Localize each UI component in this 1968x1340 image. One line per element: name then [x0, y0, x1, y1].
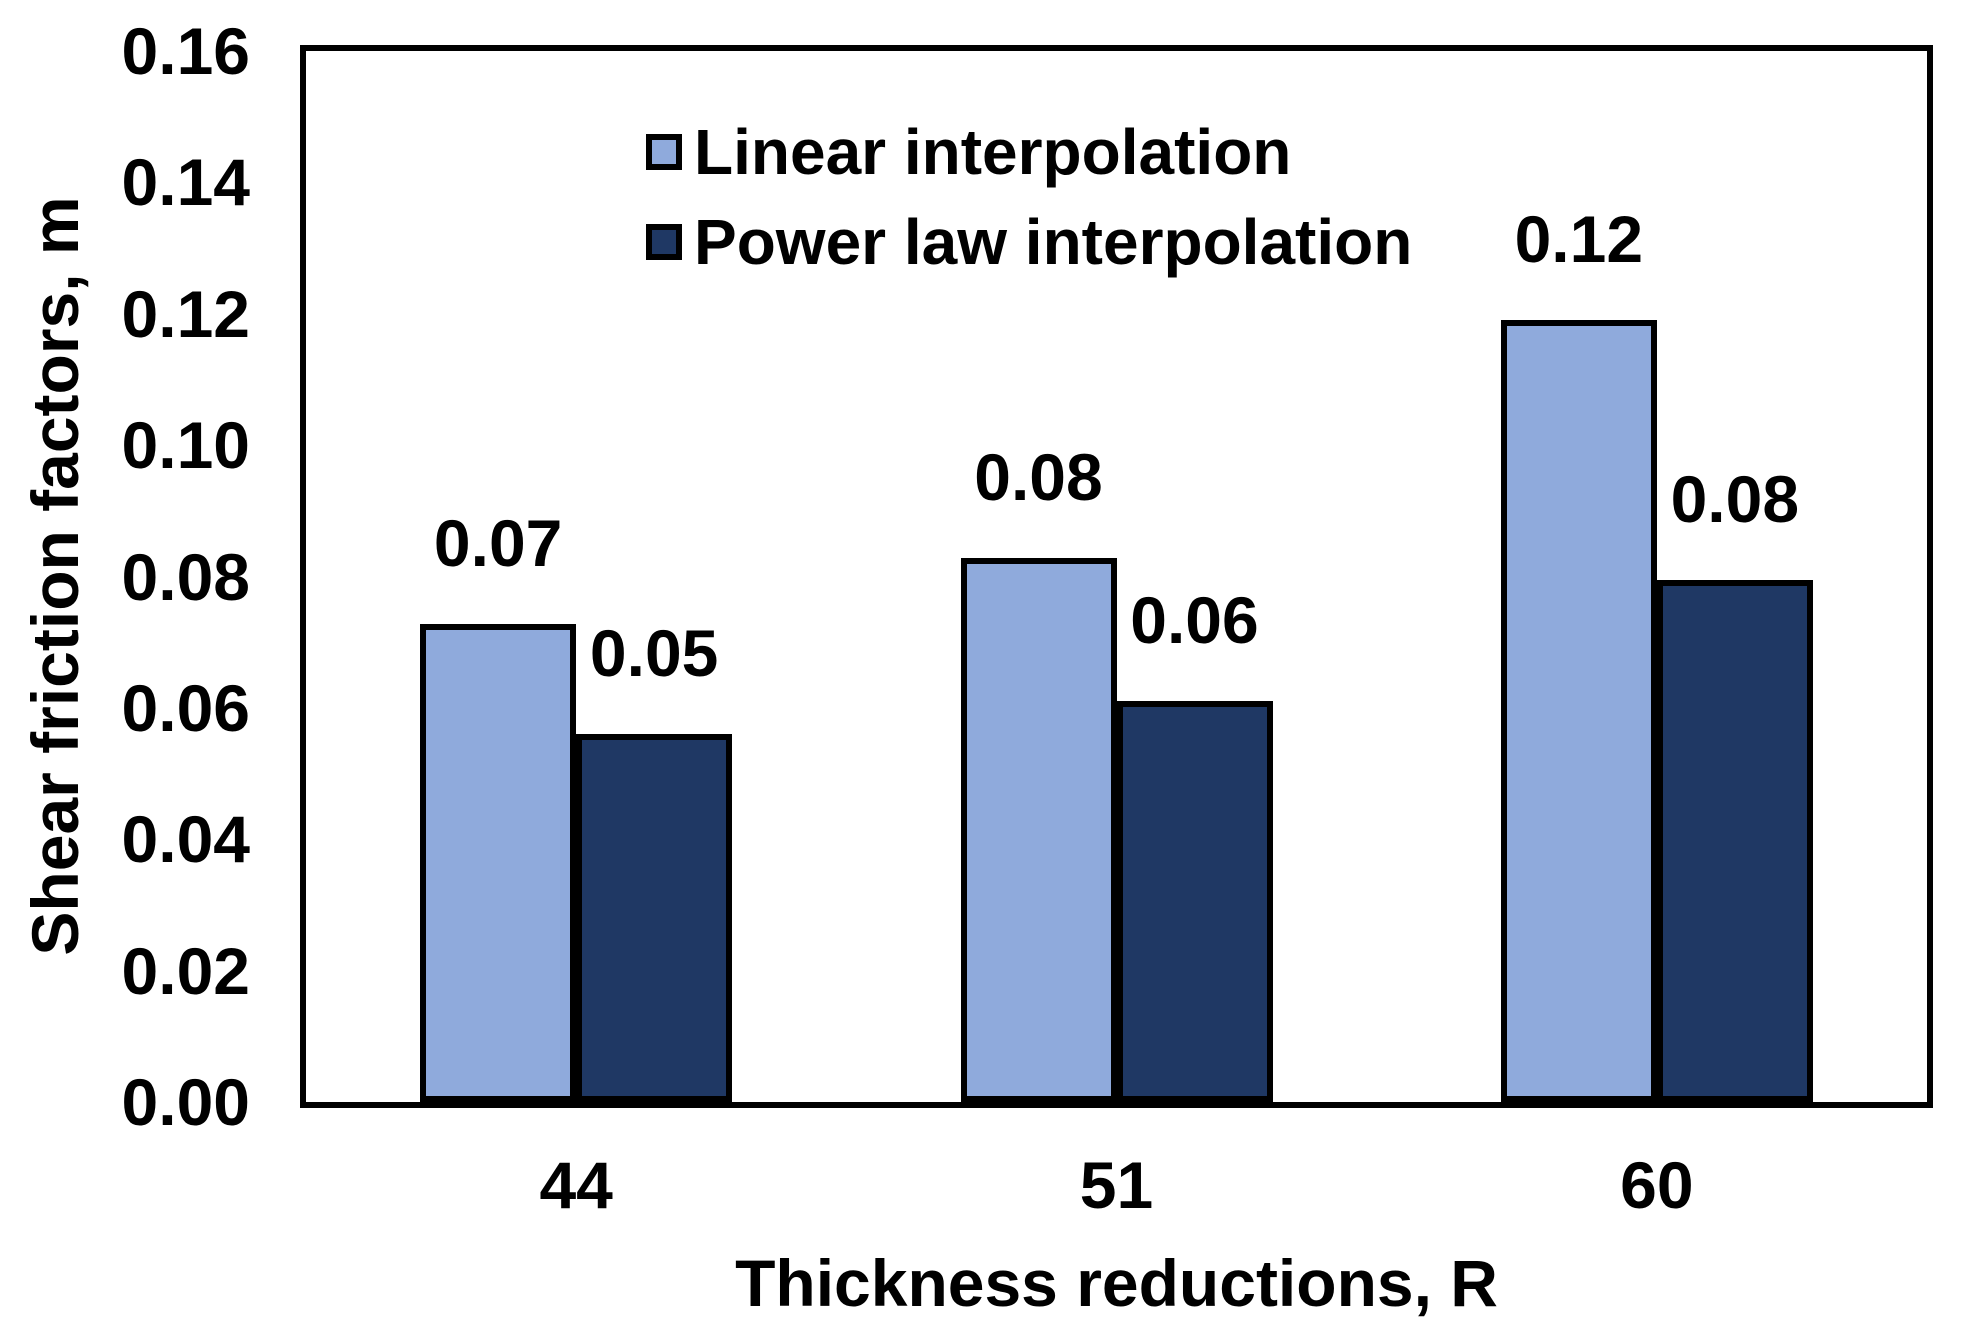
x-tick-label: 44 — [539, 1148, 613, 1222]
bar-power-51 — [1116, 701, 1273, 1102]
bar-linear-51 — [960, 558, 1117, 1102]
legend-swatch-icon — [646, 224, 682, 260]
data-label: 0.05 — [589, 616, 719, 690]
legend-label: Linear interpolation — [694, 116, 1292, 188]
data-label: 0.06 — [1130, 583, 1259, 657]
plot-area: 0.07 0.05 0.08 0.06 0.12 0.08 Linear interpol… — [300, 45, 1933, 1108]
legend-swatch-icon — [646, 134, 682, 170]
y-tick-label: 0.12 — [121, 276, 250, 351]
bar-power-44 — [576, 734, 733, 1102]
data-label: 0.07 — [433, 506, 563, 580]
x-axis-title: Thickness reductions, R — [735, 1246, 1498, 1320]
data-label: 0.08 — [1670, 462, 1800, 536]
legend-item: Power law interpolation — [646, 197, 1412, 287]
bar-power-60 — [1656, 580, 1813, 1102]
y-tick-label: 0.10 — [121, 408, 250, 483]
x-tick-label: 60 — [1620, 1148, 1694, 1222]
x-tick-label: 51 — [1079, 1148, 1154, 1222]
y-tick-label: 0.14 — [121, 145, 250, 220]
bar-linear-44 — [420, 624, 577, 1102]
y-tick-label: 0.00 — [121, 1065, 250, 1139]
y-tick-label: 0.04 — [121, 802, 250, 877]
y-tick-label: 0.06 — [121, 670, 250, 745]
legend-item: Linear interpolation — [646, 107, 1412, 197]
bar-linear-60 — [1500, 320, 1657, 1102]
legend: Linear interpolation Power law interpolat… — [646, 107, 1412, 287]
y-tick-label: 0.02 — [121, 933, 250, 1008]
data-label: 0.12 — [1514, 202, 1644, 276]
legend-label: Power law interpolation — [694, 206, 1413, 278]
y-tick-label: 0.16 — [121, 14, 250, 88]
y-tick-label: 0.08 — [121, 539, 250, 614]
data-label: 0.08 — [974, 440, 1103, 514]
